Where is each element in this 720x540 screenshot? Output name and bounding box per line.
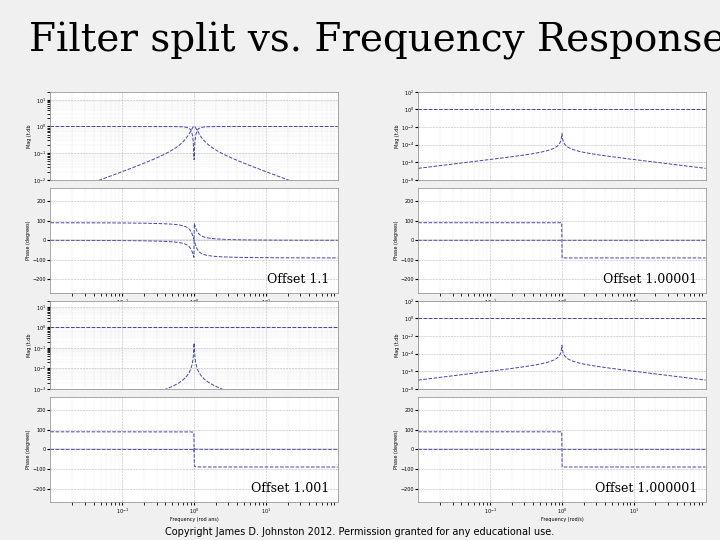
Y-axis label: Mag (t.db: Mag (t.db — [395, 124, 400, 147]
X-axis label: Frequency (rod ans): Frequency (rod ans) — [170, 517, 218, 522]
X-axis label: Frequency (rod/s): Frequency (rod/s) — [541, 308, 583, 313]
Y-axis label: Phase (degrees): Phase (degrees) — [394, 220, 399, 260]
Text: Filter split vs. Frequency Response: Filter split vs. Frequency Response — [29, 22, 720, 59]
Y-axis label: Mag (t.db: Mag (t.db — [395, 333, 400, 356]
Y-axis label: Phase (degrees): Phase (degrees) — [27, 430, 32, 469]
Text: Copyright James D. Johnston 2012. Permission granted for any educational use.: Copyright James D. Johnston 2012. Permis… — [166, 527, 554, 537]
Text: Offset 1.00001: Offset 1.00001 — [603, 273, 697, 286]
Text: Offset 1.001: Offset 1.001 — [251, 482, 329, 495]
Y-axis label: Mag (t.db: Mag (t.db — [27, 333, 32, 356]
Y-axis label: Phase (degrees): Phase (degrees) — [27, 220, 32, 260]
Y-axis label: Mag (t.db: Mag (t.db — [27, 124, 32, 147]
Text: Offset 1.000001: Offset 1.000001 — [595, 482, 697, 495]
X-axis label: Frequency (rod/s): Frequency (rod/s) — [541, 517, 583, 522]
X-axis label: Frequency (rod ans): Frequency (rod ans) — [170, 308, 218, 313]
Y-axis label: Phase (degrees): Phase (degrees) — [394, 430, 399, 469]
Text: Offset 1.1: Offset 1.1 — [267, 273, 329, 286]
